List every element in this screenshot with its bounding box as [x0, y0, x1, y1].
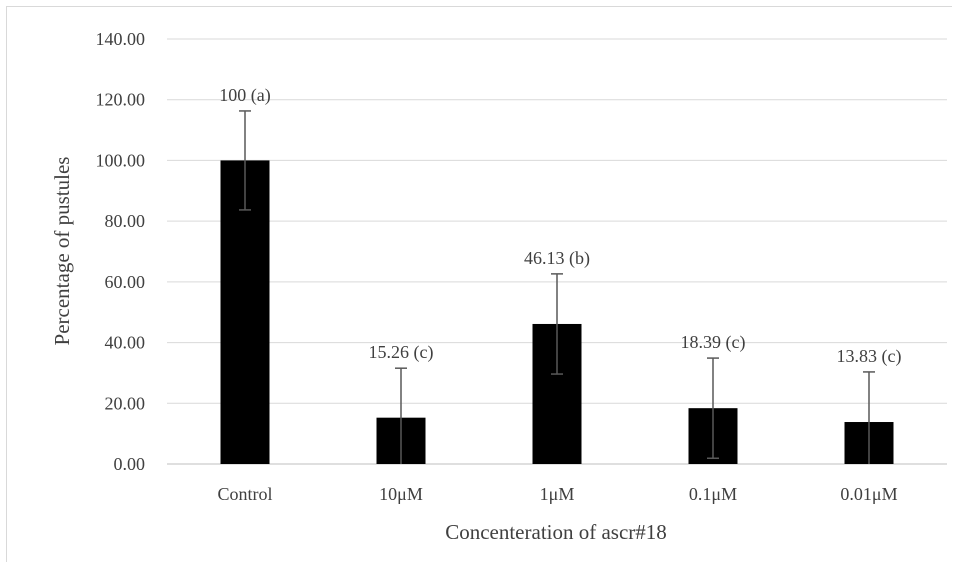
error-bar [239, 110, 251, 211]
y-axis-title: Percentage of pustules [50, 157, 74, 346]
x-tick-label: 10μM [379, 484, 423, 504]
y-tick-label: 40.00 [105, 333, 146, 353]
error-bars [239, 110, 875, 464]
data-label: 13.83 (c) [837, 346, 902, 367]
y-axis-ticks: 0.00 20.00 40.00 60.00 80.00 100.00 120.00 140.… [96, 29, 146, 474]
x-tick-label: 1μM [540, 484, 575, 504]
x-tick-label: 0.01μM [840, 484, 897, 504]
error-bar [863, 371, 875, 464]
data-label: 18.39 (c) [681, 332, 746, 353]
y-tick-label: 120.00 [96, 90, 146, 110]
error-bar [395, 367, 407, 464]
y-tick-label: 100.00 [96, 150, 146, 170]
y-tick-label: 60.00 [105, 272, 146, 292]
x-tick-label: Control [217, 484, 272, 504]
y-tick-label: 0.00 [114, 454, 146, 474]
y-tick-label: 80.00 [105, 211, 146, 231]
data-label: 15.26 (c) [369, 342, 434, 363]
x-axis-title: Concenteration of ascr#18 [445, 520, 667, 544]
y-tick-label: 20.00 [105, 393, 146, 413]
bar [220, 160, 270, 464]
data-label: 46.13 (b) [524, 248, 590, 269]
error-bar [707, 357, 719, 460]
x-axis-categories: Control 10μM 1μM 0.1μM 0.01μM [217, 484, 897, 504]
y-tick-label: 140.00 [96, 29, 146, 49]
error-bar [551, 273, 563, 375]
chart-frame [6, 6, 952, 562]
data-label: 100 (a) [219, 85, 270, 106]
data-labels: 100 (a) 15.26 (c) 46.13 (b) 18.39 (c) 13.83 … [219, 85, 901, 367]
x-tick-label: 0.1μM [689, 484, 737, 504]
